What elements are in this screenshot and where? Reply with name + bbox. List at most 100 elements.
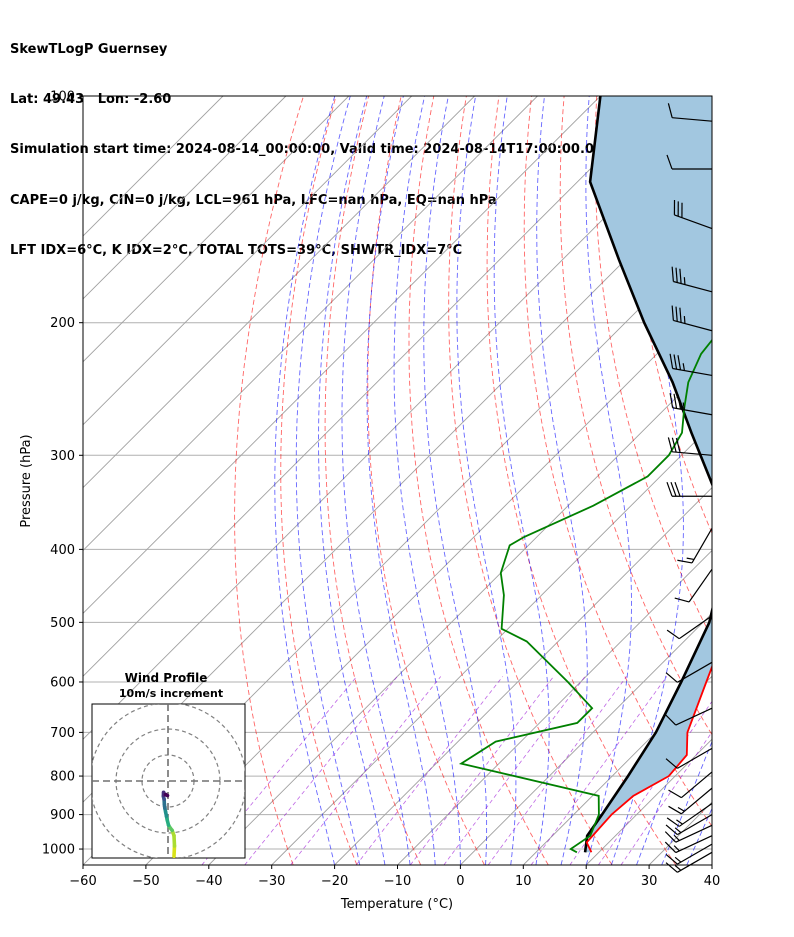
isotherm-line — [460, 612, 712, 865]
y-tick-label: 300 — [50, 449, 75, 464]
barb-staff — [673, 319, 713, 332]
isotherm-line — [83, 96, 350, 363]
wind-barb — [665, 851, 713, 873]
y-tick-label: 500 — [50, 616, 75, 631]
x-tick-label: 0 — [456, 874, 464, 889]
barb-flag — [671, 305, 674, 321]
barb-flag — [671, 437, 677, 453]
wind-barb — [677, 527, 713, 564]
barb-half-flag — [683, 316, 686, 324]
wind-barb — [671, 266, 713, 293]
y-tick-label: 900 — [50, 808, 75, 823]
wind-barbs — [664, 103, 713, 873]
isotherm-line — [83, 96, 538, 552]
barb-flag — [679, 307, 682, 323]
moist-adiabat — [274, 96, 336, 865]
barb-flag — [664, 714, 677, 726]
parcel-line — [583, 96, 712, 853]
barb-flag — [669, 353, 674, 369]
dry-adiabat — [760, 96, 794, 865]
hodograph-plot — [92, 704, 245, 858]
dry-adiabat — [408, 96, 549, 865]
x-tick-label: 40 — [704, 874, 721, 889]
wind-barb — [664, 824, 713, 843]
isotherm-line — [83, 96, 413, 426]
dry-adiabat — [367, 96, 485, 865]
mixing-ratio-line — [530, 676, 668, 865]
mixing-ratio-line — [443, 676, 586, 865]
x-tick-label: −10 — [384, 874, 411, 889]
y-tick-label: 600 — [50, 675, 75, 690]
barb-staff — [677, 843, 713, 865]
moist-adiabat — [456, 96, 517, 865]
wind-barb — [674, 568, 713, 603]
barb-flag — [667, 103, 673, 118]
barb-staff — [677, 747, 713, 769]
wind-barb — [669, 393, 713, 416]
barb-flag — [667, 437, 673, 452]
barb-half-flag — [674, 865, 682, 871]
dry-adiabat — [234, 96, 304, 865]
barb-half-flag — [676, 819, 683, 825]
x-tick-label: −60 — [69, 874, 96, 889]
data-layer — [458, 96, 712, 854]
barb-flag — [666, 817, 680, 827]
barb-staff — [691, 527, 713, 564]
dry-adiabat — [594, 96, 712, 640]
dewpoint-line — [458, 338, 712, 854]
barb-flag — [679, 268, 682, 284]
isotherm-line — [83, 96, 475, 489]
barb-half-flag — [682, 402, 686, 410]
wind-barb — [665, 661, 713, 683]
barb-staff — [673, 280, 713, 293]
mixing-ratio-line — [244, 676, 398, 865]
barb-flag — [674, 482, 681, 497]
x-tick-label: −40 — [195, 874, 222, 889]
barb-flag — [675, 267, 678, 283]
axis-ticks: −60 −50 −40 −30 −20 −10 0 10 20 30 40 100 200 300 400 5… — [42, 90, 720, 890]
barb-staff — [678, 615, 713, 640]
wind-barb — [664, 835, 713, 854]
barb-flag — [669, 393, 674, 408]
barb-staff — [688, 568, 713, 603]
isotherm-line — [711, 864, 712, 865]
x-tick-label: 20 — [578, 874, 595, 889]
barb-flag — [671, 266, 674, 282]
wind-barb — [669, 353, 713, 377]
isotherm-line — [83, 96, 601, 615]
barb-flag — [666, 629, 680, 640]
dry-adiabat — [727, 96, 794, 865]
hodograph-segment — [163, 792, 170, 798]
wind-barb — [666, 803, 713, 827]
wind-barb — [666, 482, 712, 497]
moist-adiabat — [393, 96, 461, 865]
barb-flag — [668, 805, 682, 815]
wind-barb — [665, 843, 713, 865]
moist-adiabat — [610, 96, 684, 865]
hodograph-title: Wind Profile — [125, 671, 208, 685]
convective-parameters: CAPE=0 j/kg, CIN=0 j/kg, LCL=961 hPa, LF… — [10, 192, 497, 208]
y-tick-label: 1000 — [42, 843, 75, 858]
barb-half-flag — [673, 845, 680, 852]
barb-half-flag — [674, 827, 682, 834]
dry-adiabat — [324, 96, 422, 865]
x-tick-label: 30 — [641, 874, 658, 889]
y-tick-label: 700 — [50, 726, 75, 741]
barb-flag — [666, 154, 673, 170]
barb-flag — [677, 559, 693, 564]
barb-half-flag — [677, 806, 685, 812]
barb-flag — [665, 854, 678, 865]
barb-flag — [666, 482, 673, 497]
isotherm-line — [83, 96, 664, 677]
moist-adiabat — [686, 807, 712, 865]
barb-staff — [674, 214, 713, 230]
barb-half-flag — [673, 834, 680, 841]
barb-flag — [665, 862, 678, 873]
moist-adiabat — [493, 96, 550, 865]
isotherm-line — [522, 675, 712, 865]
barb-staff — [678, 803, 713, 827]
barb-flag — [674, 597, 690, 603]
barb-staff — [672, 451, 713, 456]
barb-staff — [677, 814, 713, 836]
barb-staff — [672, 367, 713, 377]
